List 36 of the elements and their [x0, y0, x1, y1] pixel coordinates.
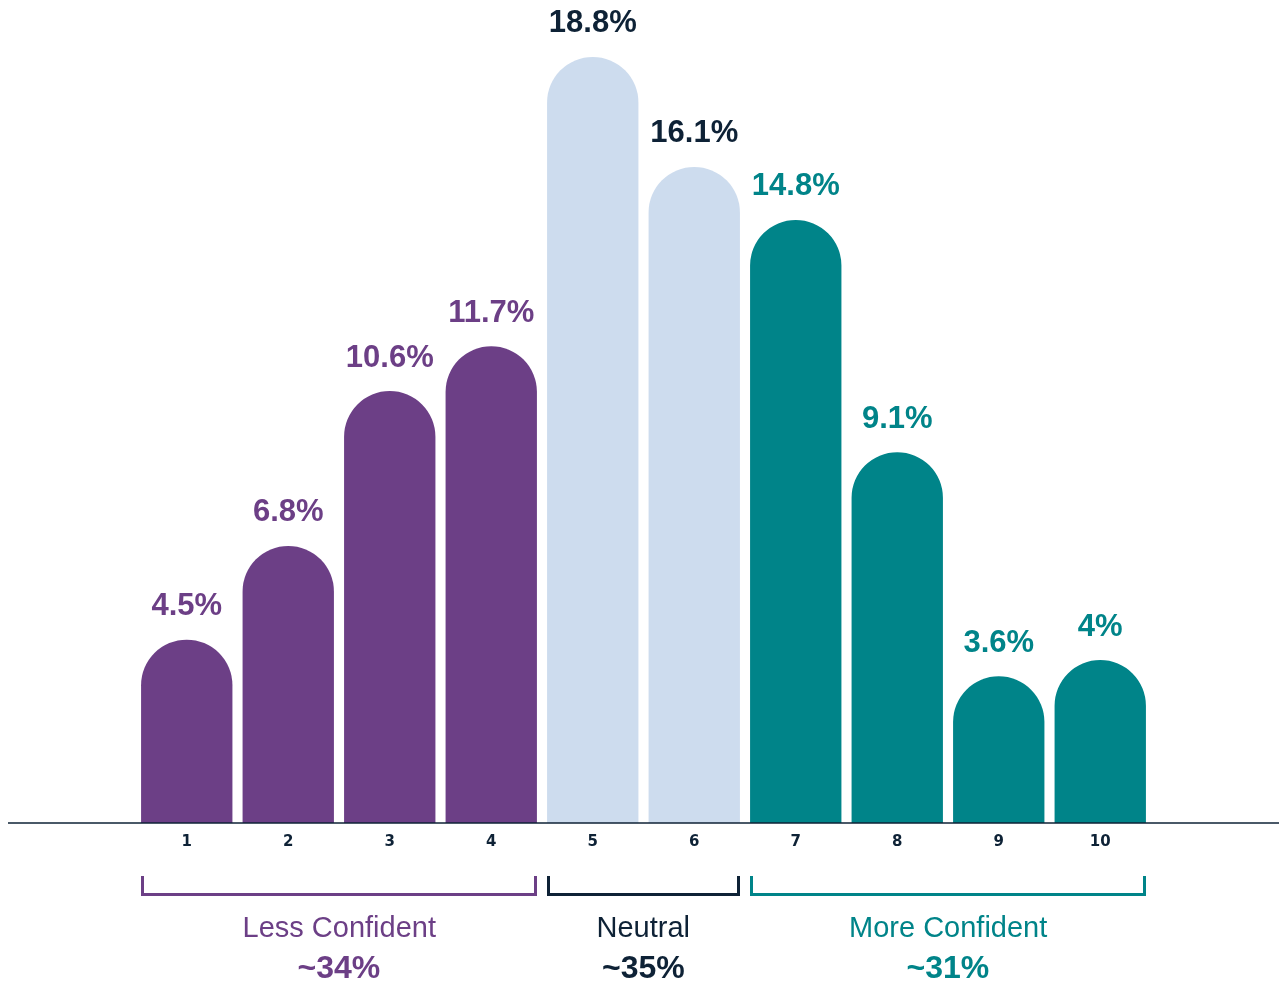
- text: ~35%: [602, 949, 685, 983]
- bar: [141, 639, 233, 823]
- text: Neutral: [596, 910, 690, 944]
- text: ~34%: [297, 949, 381, 983]
- text: Less Confident: [242, 910, 436, 944]
- bar: [750, 219, 842, 823]
- x-tick-label: 1: [181, 831, 192, 850]
- bar: [1054, 660, 1146, 823]
- bar: [344, 391, 436, 823]
- bar: [547, 56, 639, 823]
- x-tick-label: 2: [283, 831, 294, 850]
- bar: [242, 545, 334, 823]
- x-tick-label: 4: [486, 831, 497, 850]
- data-label: 3.6%: [963, 623, 1035, 659]
- x-tick-label: 10: [1089, 831, 1111, 850]
- x-tick-label: 8: [892, 831, 903, 850]
- data-label: 14.8%: [751, 167, 840, 203]
- data-label: 11.7%: [448, 293, 535, 329]
- text: More Confident: [849, 910, 1048, 944]
- data-label: 6.8%: [252, 493, 324, 529]
- bar: [445, 346, 537, 823]
- data-label: 10.6%: [345, 338, 434, 374]
- x-tick-label: 9: [993, 831, 1004, 850]
- bar: [851, 452, 943, 823]
- data-label: 9.1%: [861, 399, 933, 435]
- x-tick-label: 3: [384, 831, 395, 850]
- data-label: 4.5%: [151, 587, 223, 623]
- bar: [953, 676, 1045, 823]
- data-label: 16.1%: [650, 114, 739, 150]
- text: ~31%: [906, 949, 990, 983]
- data-label: 18.8%: [548, 4, 637, 40]
- x-tick-label: 5: [587, 831, 598, 850]
- x-tick-label: 6: [689, 831, 700, 850]
- bar: [648, 166, 740, 823]
- data-label: 4%: [1077, 607, 1123, 643]
- x-tick-label: 7: [790, 831, 801, 850]
